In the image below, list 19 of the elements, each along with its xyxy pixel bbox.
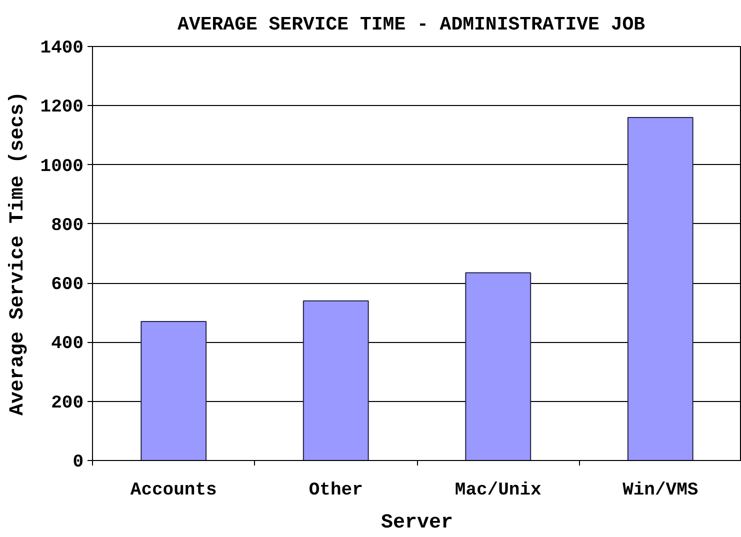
x-axis-title: Server [380, 512, 454, 534]
y-tick-label: 1000 [40, 156, 84, 177]
y-tick-label: 200 [51, 393, 84, 414]
y-tick-label: 1200 [40, 98, 84, 118]
bar [140, 321, 207, 460]
x-tick-label: Win/VMS [622, 480, 698, 500]
bar [627, 116, 694, 460]
x-tick-label: Mac/Unix [454, 480, 542, 500]
chart-title: AVERAGE SERVICE TIME - ADMINISTRATIVE JOB [178, 14, 646, 36]
bar [465, 272, 532, 460]
x-tick-label: Accounts [130, 480, 217, 500]
x-tick-label: Other [308, 480, 363, 500]
y-tick-label: 400 [51, 334, 84, 354]
y-tick-label: 0 [72, 452, 84, 472]
y-tick-label: 600 [51, 275, 84, 296]
y-tick-label: 1400 [40, 38, 84, 58]
y-axis-title: Average Service Time (secs) [6, 91, 30, 416]
y-tick-label: 800 [51, 216, 84, 236]
bar [302, 300, 369, 460]
